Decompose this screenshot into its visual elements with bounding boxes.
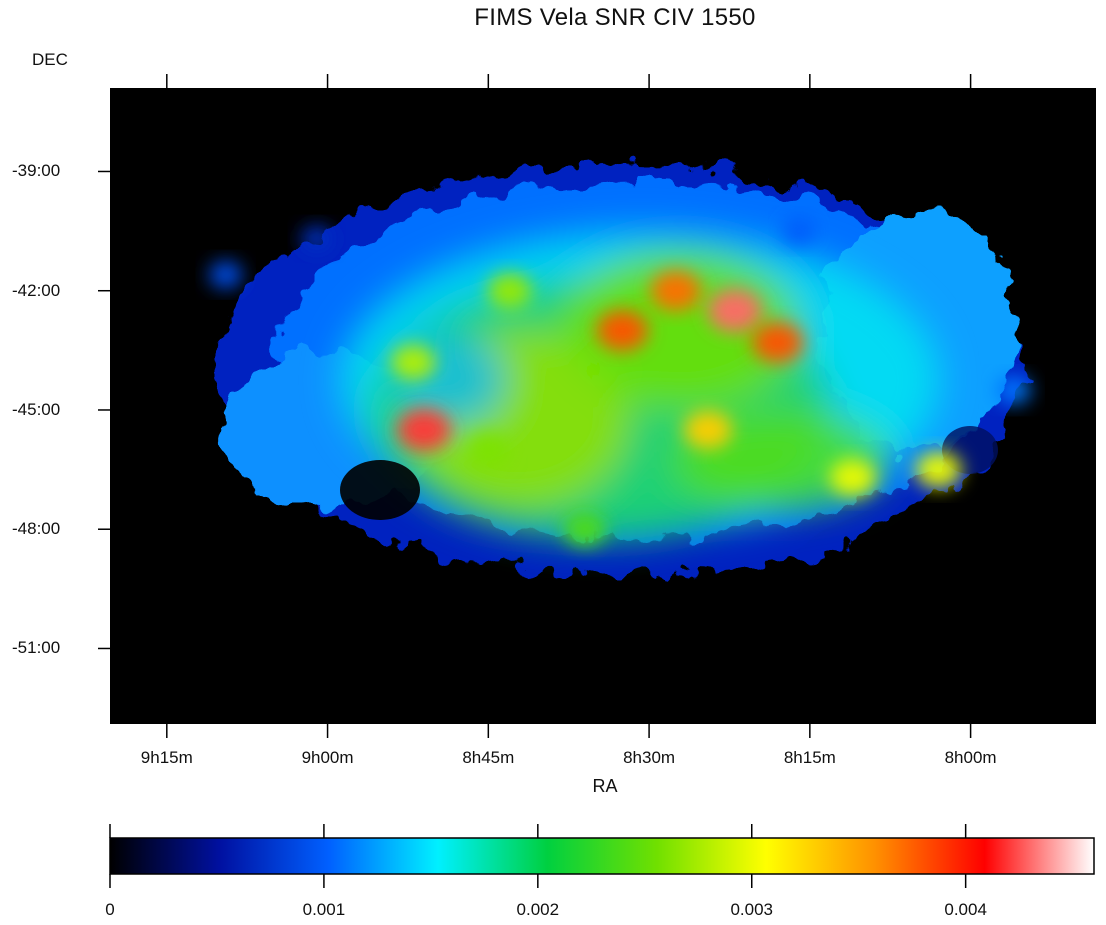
x-tick-label-5: 8h15m bbox=[783, 748, 836, 767]
hotspot-9 bbox=[752, 322, 804, 363]
hotspot-1 bbox=[209, 260, 243, 289]
y-tick-label-2: -42:00 bbox=[12, 280, 61, 300]
hotspot-layer bbox=[209, 216, 1031, 547]
hotspot-5 bbox=[487, 272, 532, 309]
x-tick-label-3: 8h45m bbox=[462, 748, 515, 767]
colorbar-tick-label-3: 0.002 bbox=[516, 900, 560, 919]
colorbar-tick-label-1: 0 bbox=[105, 900, 115, 919]
y-ticks bbox=[98, 170, 110, 650]
x-axis-label: RA bbox=[592, 776, 618, 796]
hotspot-13 bbox=[915, 451, 962, 489]
colorbar-tick-label-2: 0.001 bbox=[302, 900, 346, 919]
hotspot-10 bbox=[683, 410, 733, 450]
colorbar bbox=[109, 837, 1095, 875]
hotspot-16 bbox=[996, 375, 1031, 405]
y-tick-label-5: -51:00 bbox=[12, 638, 61, 658]
chart-title: FIMS Vela SNR CIV 1550 bbox=[474, 4, 756, 31]
hotspot-6 bbox=[596, 310, 648, 351]
hotspot-3 bbox=[397, 408, 451, 451]
colorbar-tick-label-5: 0.004 bbox=[944, 900, 987, 919]
x-ticks bbox=[166, 74, 972, 738]
hotspot-8 bbox=[707, 289, 762, 332]
y-axis-label: DEC bbox=[32, 50, 68, 69]
y-tick-label-3: -45:00 bbox=[12, 399, 61, 419]
hotspot-11 bbox=[466, 432, 511, 468]
hotspot-4 bbox=[390, 344, 436, 381]
hotspot-12 bbox=[829, 459, 876, 497]
hotspot-14 bbox=[563, 512, 607, 547]
colorbar-tick-label-4: 0.003 bbox=[730, 900, 773, 919]
nebula-emission bbox=[215, 165, 1025, 575]
hotspot-15 bbox=[782, 216, 817, 246]
y-tick-label-1: -39:00 bbox=[12, 161, 61, 181]
x-tick-label-1: 9h15m bbox=[140, 748, 193, 767]
y-tick-label-4: -48:00 bbox=[12, 519, 61, 539]
colorbar-ticks bbox=[109, 824, 967, 888]
hotspot-2 bbox=[300, 225, 333, 253]
x-tick-label-4: 8h30m bbox=[623, 748, 676, 767]
hotspot-7 bbox=[650, 270, 702, 311]
x-tick-label-2: 9h00m bbox=[301, 748, 354, 767]
x-tick-label-6: 8h00m bbox=[944, 748, 997, 767]
